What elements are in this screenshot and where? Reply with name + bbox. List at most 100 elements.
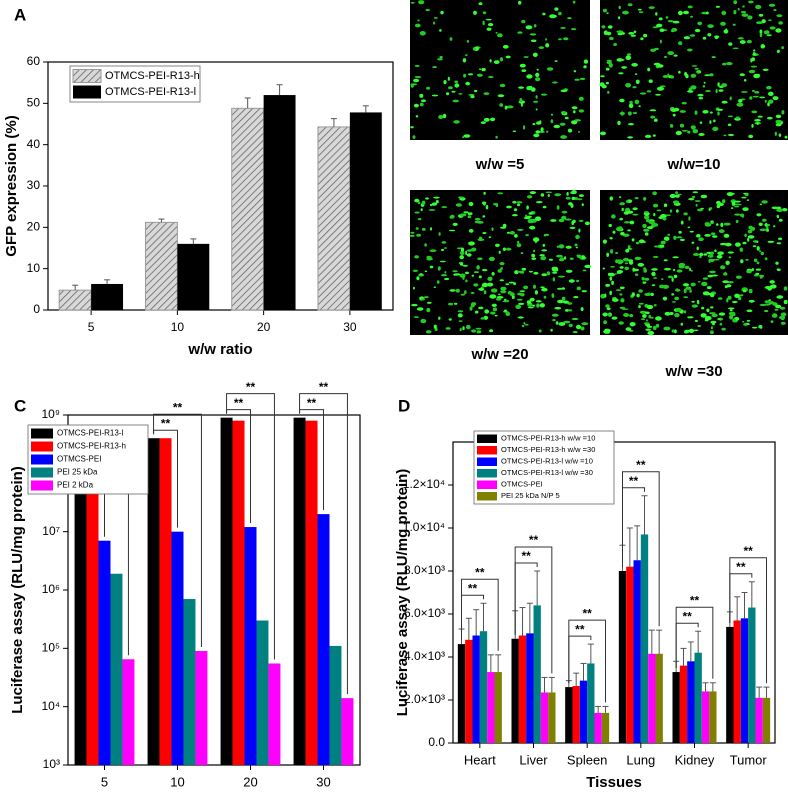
cell (672, 113, 676, 117)
micrograph-bg (600, 0, 788, 140)
cell (675, 209, 679, 213)
chart: C10³10⁴10⁵10⁶10⁷10⁸10⁹5102030***********… (9, 380, 361, 797)
cell (473, 10, 477, 15)
cell (609, 196, 613, 201)
cell (683, 296, 689, 298)
cell (535, 95, 538, 99)
cell (494, 314, 498, 317)
cell (669, 124, 674, 128)
cell (697, 281, 701, 283)
cell (498, 250, 501, 254)
cell (690, 85, 697, 90)
cell (631, 238, 635, 242)
cell (414, 64, 420, 67)
cell (738, 99, 743, 103)
significance-label: ** (319, 380, 329, 394)
error-bar (573, 672, 580, 687)
y-tick-label: 6.0×10³ (404, 606, 445, 620)
cell (658, 17, 663, 21)
cell (420, 318, 427, 324)
cell (459, 262, 464, 266)
cell (536, 68, 539, 71)
cell (617, 120, 621, 126)
cell (490, 311, 496, 315)
cell (644, 134, 652, 138)
cell (606, 252, 610, 257)
cell (625, 327, 632, 331)
cell (572, 331, 578, 333)
cell (641, 318, 645, 321)
cell (741, 98, 746, 101)
cell (570, 203, 574, 208)
cell (632, 268, 640, 272)
cell (775, 28, 782, 33)
cell (608, 272, 615, 277)
cell (621, 308, 629, 311)
significance-label: ** (529, 533, 539, 547)
cell (674, 329, 677, 334)
cell (455, 288, 460, 293)
cell (665, 214, 671, 216)
bar (594, 712, 602, 743)
cell (489, 294, 497, 299)
error-bar (190, 238, 197, 244)
cell (781, 110, 785, 115)
cell (433, 324, 437, 329)
cell (654, 47, 659, 51)
cell (540, 93, 548, 96)
cell (550, 119, 554, 124)
legend-label: PEI 25 kDa (57, 468, 98, 477)
cell (433, 17, 438, 19)
cell (550, 328, 553, 332)
cell (664, 267, 671, 271)
cell (414, 76, 422, 78)
cell (619, 202, 625, 206)
cell (476, 265, 480, 270)
cell (613, 43, 617, 46)
error-bar (244, 97, 251, 109)
cell (533, 133, 540, 138)
x-tick-label: Heart (464, 752, 496, 767)
cell (748, 288, 753, 294)
cell (659, 85, 666, 88)
cell (452, 270, 458, 273)
cell (491, 272, 495, 276)
panel-label: D (398, 396, 410, 415)
cell (677, 10, 683, 16)
cell (622, 233, 630, 237)
bar (733, 620, 741, 743)
cell (690, 269, 693, 272)
cell (712, 235, 718, 238)
cell (783, 286, 788, 291)
cell (505, 55, 511, 59)
cell (729, 315, 734, 320)
error-bar (748, 581, 755, 608)
cell (619, 286, 625, 290)
error-bar (602, 705, 609, 713)
cell (758, 13, 764, 17)
cell (692, 253, 700, 256)
cell (729, 96, 732, 101)
cell (683, 283, 689, 287)
cell (583, 65, 587, 69)
cell (484, 309, 490, 314)
panel-label: C (14, 396, 26, 415)
cell (410, 231, 415, 234)
cell (489, 329, 494, 333)
cell (685, 286, 692, 290)
cell (564, 256, 567, 260)
cell (643, 211, 649, 214)
error-bar (709, 682, 716, 692)
cell (519, 270, 525, 274)
cell (638, 105, 641, 108)
cell (743, 79, 747, 82)
cell (723, 233, 730, 238)
cell (697, 325, 702, 327)
cell (764, 300, 769, 303)
cell (488, 236, 491, 239)
cell (703, 253, 708, 256)
cell (609, 237, 613, 240)
bar (195, 651, 208, 765)
cell (667, 233, 671, 236)
x-tick-label: Tumor (730, 752, 768, 767)
